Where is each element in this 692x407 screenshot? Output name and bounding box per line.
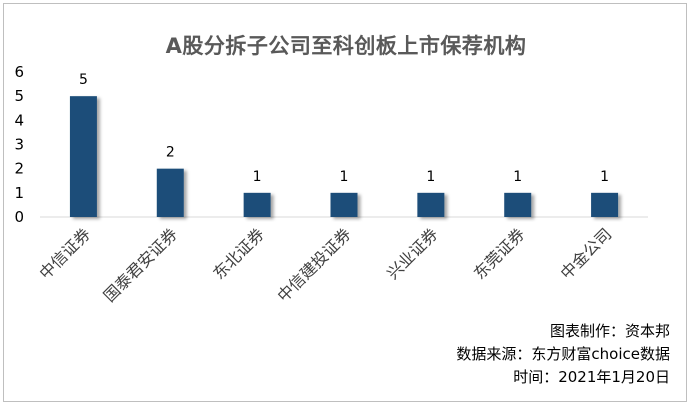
y-tick-label: 3: [14, 136, 24, 154]
x-tick-label: 中信建投证券: [274, 224, 355, 305]
footer-date: 时间：2021年1月20日: [513, 368, 670, 386]
y-tick-label: 4: [14, 111, 24, 129]
chart-footer: 图表制作：资本邦 数据来源：东方财富choice数据 时间：2021年1月20日: [456, 320, 670, 389]
chart-title: A股分拆子公司至科创板上市保荐机构: [165, 34, 527, 58]
x-tick-label: 中信证券: [36, 224, 95, 283]
bar: [69, 96, 97, 217]
y-tick-label: 2: [14, 160, 24, 178]
x-tick-label: 兴业证券: [383, 224, 442, 283]
data-label: 1: [253, 169, 262, 185]
data-label: 5: [79, 72, 88, 88]
y-tick-label: 5: [14, 87, 24, 105]
bar: [156, 168, 184, 217]
footer-source: 数据来源：东方财富choice数据: [456, 345, 670, 363]
footer-producer: 图表制作：资本邦: [549, 322, 670, 340]
data-label: 1: [340, 169, 349, 185]
data-label: 1: [600, 169, 609, 185]
bar: [504, 192, 532, 217]
x-tick-label: 中金公司: [557, 224, 616, 283]
data-label: 1: [513, 169, 522, 185]
bar: [330, 192, 358, 217]
y-tick-label: 0: [14, 208, 24, 226]
data-label: 2: [166, 145, 175, 161]
bar: [591, 192, 619, 217]
data-label: 1: [426, 169, 435, 185]
bar: [417, 192, 445, 217]
x-tick-label: 国泰君安证券: [100, 224, 181, 305]
x-tick-label: 东北证券: [209, 224, 268, 283]
y-tick-label: 1: [14, 184, 24, 202]
y-tick-label: 6: [14, 63, 24, 81]
x-tick-label: 东莞证券: [470, 224, 529, 283]
bar: [243, 192, 271, 217]
